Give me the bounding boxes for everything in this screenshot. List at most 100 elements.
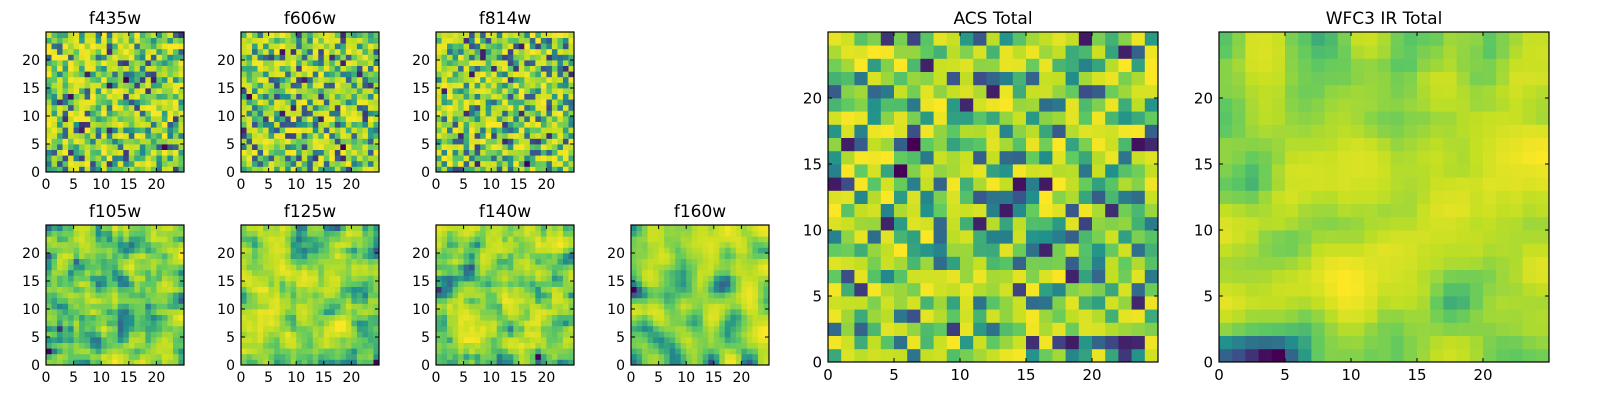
heatmap-cell <box>145 121 152 128</box>
heatmap-cell <box>246 253 253 259</box>
heatmap-cell <box>167 82 174 89</box>
heatmap-cell <box>340 54 347 61</box>
heatmap-cell <box>241 166 247 173</box>
heatmap-cell <box>117 286 124 293</box>
heatmap-cell <box>458 230 464 237</box>
heatmap-cell <box>351 93 358 100</box>
heatmap-cell <box>134 241 141 248</box>
heatmap-cell <box>362 297 369 304</box>
heatmap-cell <box>496 76 503 83</box>
heatmap-cell <box>329 275 336 282</box>
heatmap-cell <box>502 37 509 44</box>
heatmap-cell <box>562 337 569 343</box>
heatmap-cell <box>447 359 453 366</box>
heatmap-cell <box>636 275 643 282</box>
heatmap-cell <box>340 353 347 360</box>
heatmap-cell <box>106 353 113 360</box>
heatmap-cell <box>1105 190 1119 204</box>
heatmap-cell <box>373 236 380 243</box>
heatmap-cell <box>112 264 119 271</box>
heatmap-cell <box>507 281 514 287</box>
heatmap-cell <box>178 264 185 271</box>
heatmap-cell <box>345 225 352 231</box>
heatmap-cell <box>95 281 102 287</box>
heatmap-cell <box>362 71 369 78</box>
heatmap-cell <box>62 292 69 299</box>
heatmap-cell <box>568 71 575 78</box>
heatmap-cell <box>285 236 292 243</box>
heatmap-cell <box>697 292 704 299</box>
y-tick-label: 10 <box>217 302 235 318</box>
heatmap-cell <box>79 99 86 106</box>
heatmap-cell <box>524 116 531 122</box>
heatmap-cell <box>123 127 130 134</box>
heatmap-cell <box>463 43 470 50</box>
heatmap-cell <box>296 281 303 287</box>
heatmap-cell <box>513 104 520 111</box>
heatmap-cell <box>373 264 380 271</box>
heatmap-cell <box>697 241 704 248</box>
heatmap-cell <box>290 247 297 254</box>
heatmap-cell <box>441 337 448 343</box>
heatmap-cell <box>713 286 720 293</box>
heatmap-cell <box>680 320 687 327</box>
heatmap-cell <box>524 359 531 366</box>
heatmap-cell <box>1052 190 1066 204</box>
heatmap-cell <box>636 320 643 327</box>
heatmap-cell <box>691 337 698 343</box>
heatmap-cell <box>134 236 141 243</box>
heatmap-cell <box>507 32 514 38</box>
heatmap-cell <box>447 104 453 111</box>
heatmap-cell <box>631 353 637 360</box>
heatmap-cell <box>274 275 281 282</box>
heatmap-cell <box>458 320 464 327</box>
heatmap-cell <box>172 76 179 83</box>
heatmap-cell <box>562 320 569 327</box>
heatmap-cell <box>1092 348 1106 363</box>
heatmap-cell <box>452 303 459 310</box>
heatmap-cell <box>757 236 764 243</box>
heatmap-cell <box>51 236 58 243</box>
heatmap-cell <box>373 110 380 117</box>
heatmap-cell <box>296 121 303 128</box>
heatmap-cell <box>318 286 325 293</box>
heatmap-cell <box>285 337 292 343</box>
heatmap-cell <box>653 348 659 355</box>
heatmap-cell <box>139 149 146 156</box>
heatmap-cell <box>123 99 130 106</box>
heatmap-cell <box>101 281 108 287</box>
heatmap-cell <box>268 166 275 173</box>
heatmap-cell <box>557 160 564 167</box>
heatmap-cell <box>436 241 442 248</box>
heatmap-cell <box>507 104 514 111</box>
heatmap-cell <box>345 127 352 134</box>
heatmap-cell <box>686 236 693 243</box>
heatmap-cell <box>568 144 575 150</box>
heatmap-cell <box>540 127 547 134</box>
heatmap-cell <box>356 359 363 366</box>
heatmap-cell <box>485 281 492 287</box>
heatmap-cell <box>139 60 146 66</box>
heatmap-cell <box>1092 230 1106 244</box>
heatmap-cell <box>268 353 275 360</box>
heatmap-cell <box>463 149 470 156</box>
heatmap-cell <box>854 269 868 284</box>
heatmap-cell <box>496 160 503 167</box>
heatmap-cell <box>507 144 514 150</box>
heatmap-cell <box>134 292 141 299</box>
heatmap-cell <box>675 253 682 259</box>
heatmap-cell <box>746 320 753 327</box>
heatmap-cell <box>713 309 720 315</box>
heatmap-cell <box>362 348 369 355</box>
heatmap-cell <box>356 155 363 162</box>
heatmap-cell <box>669 264 676 271</box>
heatmap-cell <box>167 65 174 72</box>
heatmap-cell <box>664 264 671 271</box>
heatmap-cell <box>436 348 442 355</box>
heatmap-cell <box>757 337 764 343</box>
heatmap-cell <box>675 292 682 299</box>
heatmap-cell <box>323 127 330 134</box>
heatmap-cell <box>362 43 369 50</box>
heatmap-cell <box>172 71 179 78</box>
heatmap-cell <box>867 216 882 231</box>
